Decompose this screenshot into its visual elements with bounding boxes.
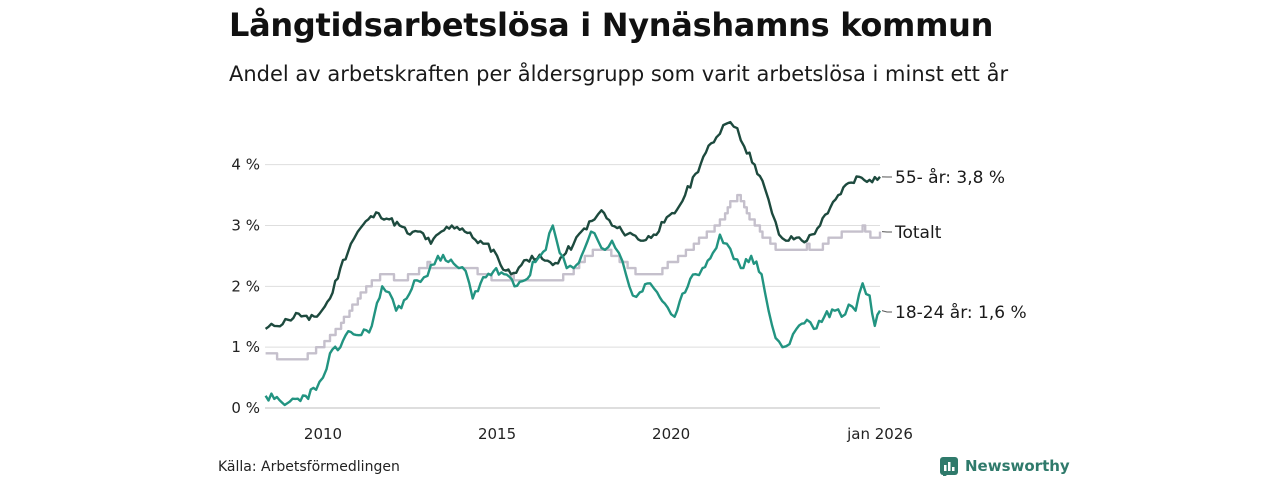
page-subtitle: Andel av arbetskraften per åldersgrupp s…: [229, 62, 1009, 86]
source-note: Källa: Arbetsförmedlingen: [218, 459, 400, 475]
y-tick-label: 2 %: [231, 277, 260, 295]
x-tick-label: 2020: [652, 425, 690, 443]
series-end-label: 55- år: 3,8 %: [895, 167, 1005, 188]
x-tick-label: 2010: [304, 425, 342, 443]
axis-layer: 0 % 1 % 2 % 3 % 4 % 2010 2015 2020 jan 2026: [231, 156, 912, 443]
series-end-label: Totalt: [894, 223, 942, 243]
y-tick-label: 0 %: [231, 399, 260, 417]
brand-name: Newsworthy: [965, 457, 1070, 475]
series-line-18-24-r: [264, 224, 882, 407]
y-tick-label: 3 %: [231, 217, 260, 235]
y-tick-label: 4 %: [231, 156, 260, 174]
y-tick-label: 1 %: [231, 338, 260, 356]
newsworthy-logo-icon: [940, 457, 958, 476]
x-tick-label: 2015: [478, 425, 516, 443]
series-line-55-r: [264, 120, 881, 330]
brand[interactable]: Newsworthy: [939, 456, 1070, 476]
label-layer: Totalt 55- år: 3,8 % 18-24 år: 1,6 %: [881, 167, 1027, 323]
series-line-totalt: [265, 193, 882, 361]
series-end-label: 18-24 år: 1,6 %: [895, 302, 1027, 323]
series-label-leader: [881, 310, 892, 313]
series-layer: [264, 120, 882, 407]
grid-layer: [265, 164, 880, 409]
page-title: Långtidsarbetslösa i Nynäshamns kommun: [229, 6, 994, 44]
x-tick-label: jan 2026: [846, 425, 913, 443]
